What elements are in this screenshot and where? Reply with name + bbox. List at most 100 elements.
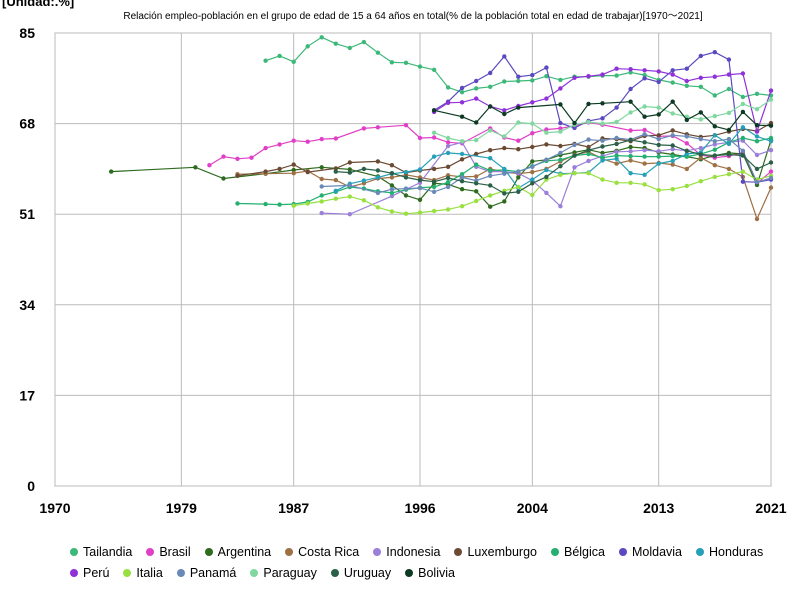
series-line: [265, 36, 772, 98]
data-point: [375, 159, 381, 164]
data-point: [333, 136, 338, 141]
data-point: [600, 144, 605, 149]
data-point: [516, 184, 521, 190]
data-point: [614, 66, 619, 71]
legend-item[interactable]: Panamá: [176, 565, 237, 580]
data-point: [628, 153, 633, 159]
data-point: [530, 144, 535, 150]
data-point: [670, 133, 675, 138]
data-point: [221, 154, 226, 159]
data-point: [642, 172, 647, 177]
data-point: [572, 153, 577, 158]
series-honduras: [333, 125, 774, 193]
data-point: [516, 74, 521, 79]
legend-item[interactable]: Perú: [70, 566, 109, 580]
data-point: [684, 141, 689, 146]
data-point: [544, 190, 549, 196]
data-point: [389, 163, 395, 168]
data-point: [502, 134, 507, 139]
legend-item[interactable]: Luxemburgo: [454, 545, 537, 559]
data-point: [263, 169, 268, 174]
data-point: [263, 58, 268, 63]
data-point: [193, 165, 198, 170]
data-point: [502, 111, 507, 117]
legend-item[interactable]: Bélgica: [550, 545, 605, 559]
y-tick-label: 85: [19, 25, 35, 41]
data-point: [656, 161, 661, 166]
data-point: [544, 96, 549, 101]
legend-marker-icon: [373, 547, 382, 556]
data-point: [445, 135, 451, 141]
data-point: [319, 176, 324, 182]
series-lines: [109, 35, 774, 222]
data-point: [712, 153, 717, 158]
data-point: [530, 192, 535, 198]
legend-label: Indonesia: [386, 544, 441, 559]
data-point: [347, 194, 352, 199]
legend-item[interactable]: Argentina: [204, 545, 271, 559]
data-point: [235, 201, 240, 206]
data-point: [361, 178, 367, 183]
data-point: [642, 154, 647, 159]
legend-label: Luxemburgo: [467, 544, 537, 559]
data-point: [431, 135, 437, 140]
data-point: [207, 163, 212, 168]
data-point: [544, 167, 549, 173]
legend-item[interactable]: Brasil: [146, 545, 191, 559]
legend-item[interactable]: Italia: [123, 566, 163, 580]
data-point: [768, 135, 774, 141]
data-point: [712, 50, 717, 55]
data-point: [768, 88, 774, 93]
data-point: [459, 85, 465, 91]
series-costa-rica: [235, 149, 774, 222]
legend-item[interactable]: Bolivia: [405, 566, 455, 580]
data-point: [417, 197, 423, 202]
legend-item[interactable]: Moldavia: [618, 545, 682, 559]
legend-item[interactable]: Uruguay: [330, 566, 391, 580]
axis-labels: 0 17 34 51 68 85 1970 1979 1987 1996 2004 2013 2021: [19, 25, 786, 516]
data-point: [642, 140, 647, 145]
data-point: [656, 79, 661, 85]
data-point: [347, 183, 352, 188]
data-point: [656, 136, 661, 142]
data-point: [235, 173, 240, 178]
data-point: [572, 142, 577, 148]
data-point: [740, 109, 746, 115]
data-point: [361, 39, 367, 45]
data-point: [375, 175, 381, 180]
series-line: [237, 151, 772, 221]
data-point: [305, 169, 310, 175]
data-point: [670, 111, 675, 116]
data-point: [488, 70, 493, 76]
data-point: [600, 101, 605, 106]
legend-marker-icon: [250, 568, 259, 577]
data-point: [614, 119, 619, 125]
legend-item[interactable]: Indonesia: [373, 545, 440, 559]
legend-item[interactable]: Tailandia: [70, 545, 132, 559]
data-point: [558, 150, 563, 156]
data-point: [768, 185, 774, 190]
data-point: [726, 166, 732, 172]
data-point: [445, 143, 451, 149]
data-point: [417, 177, 423, 183]
data-point: [417, 185, 423, 191]
legend-item[interactable]: Paraguay: [250, 566, 317, 580]
data-point: [614, 156, 619, 161]
legend-item[interactable]: Costa Rica: [285, 545, 359, 559]
data-point: [726, 57, 732, 62]
data-point: [263, 145, 268, 151]
data-point: [333, 166, 338, 171]
data-point: [431, 108, 437, 113]
data-point: [375, 50, 381, 55]
data-point: [530, 100, 535, 105]
data-point: [684, 166, 689, 172]
legend-label: Panamá: [189, 565, 237, 580]
legend-item[interactable]: Honduras: [696, 545, 763, 559]
data-point: [656, 69, 661, 74]
data-point: [558, 172, 563, 177]
data-point: [768, 169, 774, 174]
data-point: [516, 175, 521, 180]
data-point: [740, 71, 746, 76]
data-point: [642, 132, 647, 137]
data-point: [263, 201, 268, 207]
